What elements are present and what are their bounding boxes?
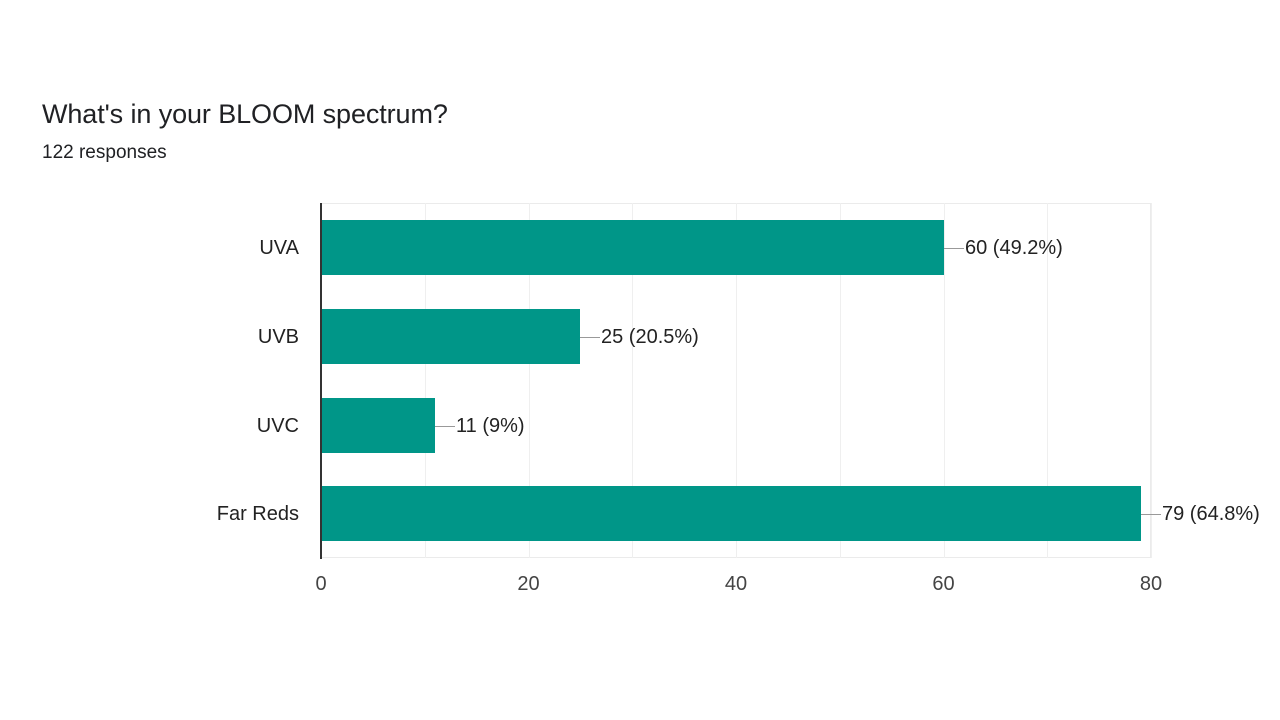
x-tick-label: 80 — [1139, 573, 1163, 595]
data-label: 79 (64.8%) — [1162, 503, 1260, 525]
gridline — [944, 203, 945, 558]
category-label: UVA — [259, 237, 299, 259]
category-label: Far Reds — [216, 503, 299, 525]
gridline — [736, 203, 737, 558]
x-tick-label: 0 — [315, 573, 327, 595]
bar-uvc[interactable] — [321, 398, 435, 453]
response-count: 122 responses — [42, 142, 167, 163]
gridline — [1151, 203, 1152, 558]
y-axis-line — [320, 203, 322, 559]
bar-far-reds[interactable] — [321, 486, 1141, 541]
plot-area — [321, 203, 1152, 558]
category-label: UVB — [257, 326, 299, 348]
gridline — [840, 203, 841, 558]
x-tick-label: 60 — [932, 573, 955, 595]
x-tick-label: 40 — [724, 573, 748, 595]
data-label: 25 (20.5%) — [601, 326, 699, 348]
data-label-leader — [944, 248, 964, 249]
chart-title: What's in your BLOOM spectrum? — [42, 99, 448, 129]
bar-uvb[interactable] — [321, 309, 580, 364]
gridline — [425, 203, 426, 558]
data-label-leader — [1141, 514, 1161, 515]
data-label-leader — [435, 426, 455, 427]
data-label: 11 (9%) — [456, 415, 525, 437]
gridline — [1047, 203, 1048, 558]
gridline — [632, 203, 633, 558]
category-label: UVC — [256, 415, 299, 437]
data-label: 60 (49.2%) — [965, 237, 1063, 259]
x-tick-label: 20 — [517, 573, 540, 595]
gridline — [529, 203, 530, 558]
bar-uva[interactable] — [321, 220, 944, 275]
data-label-leader — [580, 337, 600, 338]
